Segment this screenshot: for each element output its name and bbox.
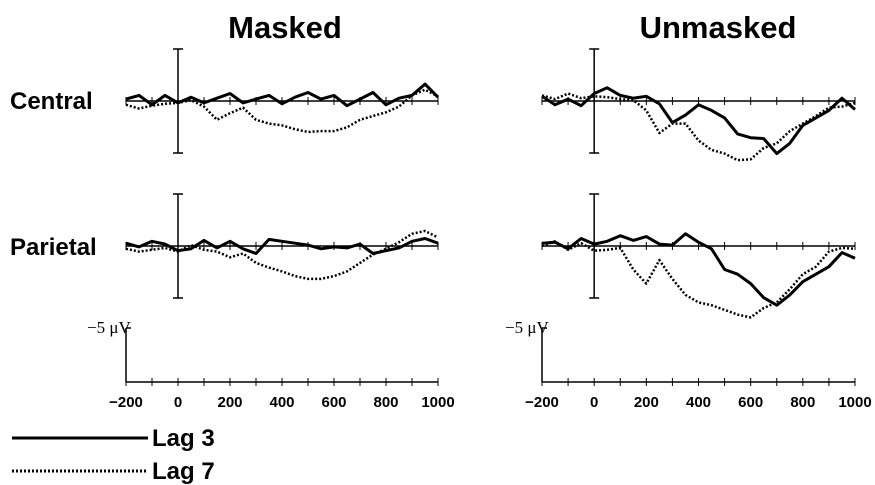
scale-label-masked: −5 μV [87, 318, 131, 337]
column-title-unmasked: Unmasked [640, 10, 797, 45]
panel-masked-central [125, 48, 440, 154]
x-tick-label-masked: −200 [109, 394, 143, 411]
x-tick-label-masked: 800 [373, 394, 398, 411]
series-line-lag7-masked-parietal [125, 229, 439, 281]
x-axis-unmasked: −200 0 200 400 600 800 1000 [525, 327, 872, 411]
x-tick-label-unmasked: 1000 [838, 394, 871, 411]
column-title-masked: Masked [228, 10, 342, 45]
series-line-lag3-unmasked-central [541, 86, 856, 156]
legend-label-lag3: Lag 3 [152, 425, 215, 452]
row-label-central: Central [10, 88, 93, 115]
legend: Lag 3 Lag 7 [12, 425, 215, 485]
scale-label-unmasked: −5 μV [505, 318, 549, 337]
x-tick-label-unmasked: 600 [738, 394, 763, 411]
x-tick-label-unmasked: −200 [525, 394, 559, 411]
series-line-lag3-masked-central [125, 82, 440, 108]
x-tick-label-unmasked: 200 [634, 394, 659, 411]
axes-group: −200 0 200 400 600 800 1000 −200 0 200 400 600 800 10… [109, 327, 872, 411]
panel-unmasked-central [541, 48, 856, 162]
legend-label-lag7: Lag 7 [152, 458, 215, 485]
x-tick-label-masked: 200 [217, 394, 242, 411]
x-tick-label-unmasked: 0 [590, 394, 598, 411]
x-axis-masked: −200 0 200 400 600 800 1000 [109, 327, 455, 411]
panel-unmasked-parietal [541, 193, 856, 319]
x-tick-label-unmasked: 400 [686, 394, 711, 411]
row-label-parietal: Parietal [10, 234, 97, 261]
panels-group [125, 48, 856, 319]
x-tick-label-masked: 600 [321, 394, 346, 411]
x-tick-label-masked: 1000 [421, 394, 454, 411]
x-tick-label-masked: 0 [174, 394, 182, 411]
series-line-lag3-unmasked-parietal [541, 232, 856, 307]
x-tick-label-unmasked: 800 [790, 394, 815, 411]
panel-masked-parietal [125, 193, 439, 299]
x-tick-label-masked: 400 [269, 394, 294, 411]
series-line-lag7-unmasked-central [541, 92, 856, 162]
series-line-lag7-masked-central [125, 88, 439, 134]
